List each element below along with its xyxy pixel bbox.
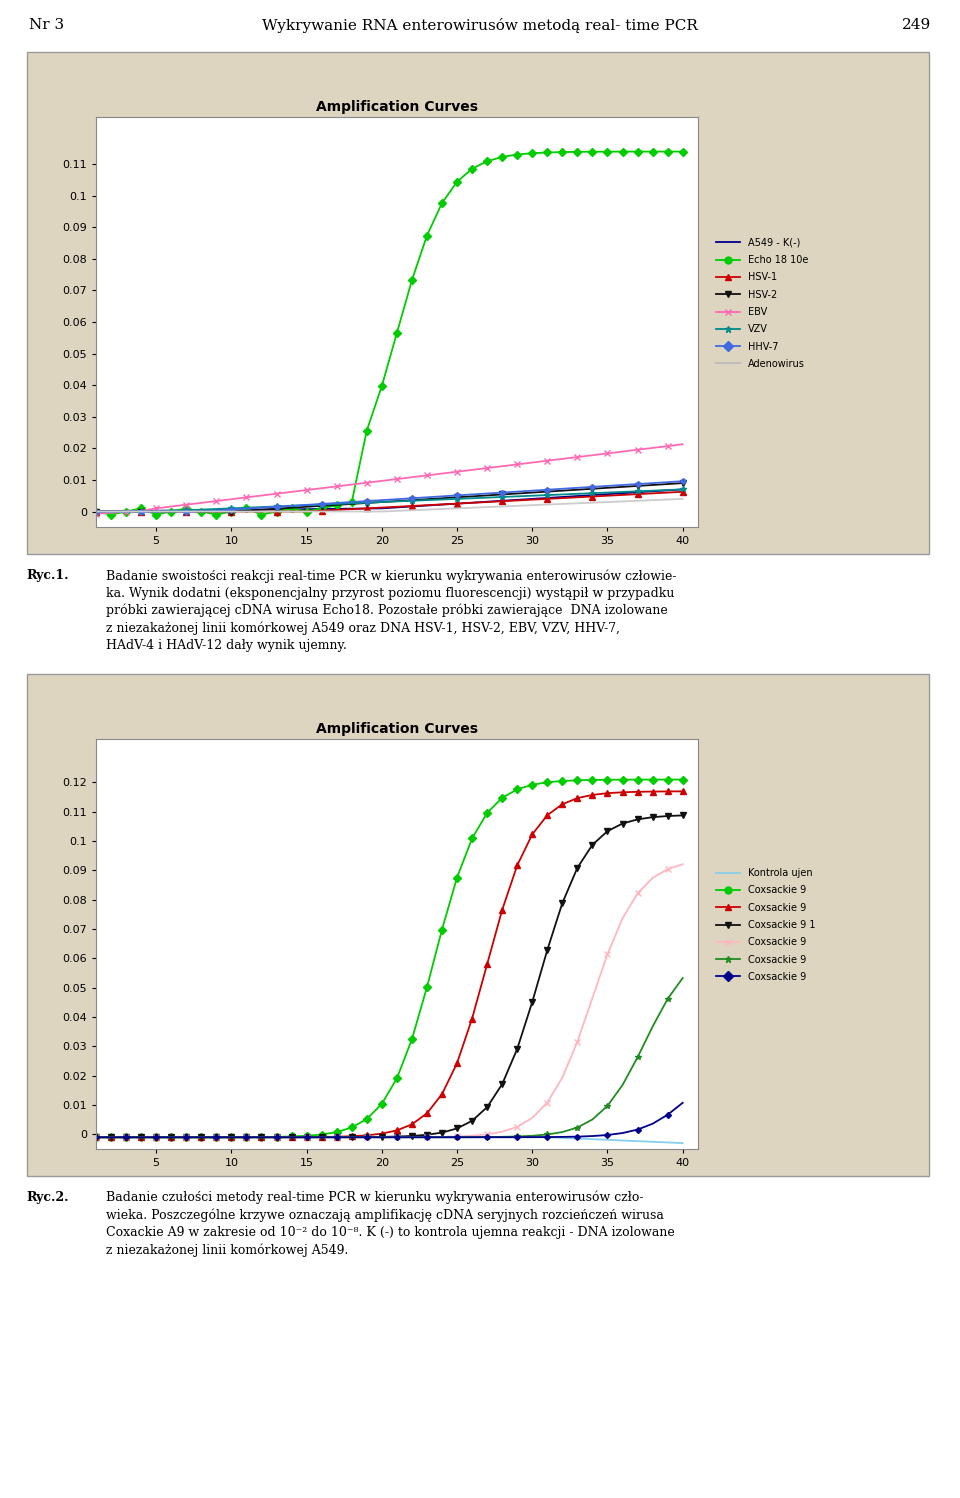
Text: 249: 249 bbox=[902, 18, 931, 31]
Title: Amplification Curves: Amplification Curves bbox=[316, 722, 478, 736]
Text: Wykrywanie RNA enterowirusów metodą real- time PCR: Wykrywanie RNA enterowirusów metodą real… bbox=[262, 18, 698, 33]
Legend: A549 - K(-), Echo 18 10e, HSV-1, HSV-2, EBV, VZV, HHV-7, Adenowirus: A549 - K(-), Echo 18 10e, HSV-1, HSV-2, … bbox=[712, 234, 812, 373]
Title: Amplification Curves: Amplification Curves bbox=[316, 100, 478, 114]
Text: Ryc.2.: Ryc.2. bbox=[27, 1191, 69, 1204]
Text: Badanie czułości metody real-time PCR w kierunku wykrywania enterowirusów czło-
: Badanie czułości metody real-time PCR w … bbox=[106, 1191, 674, 1257]
Text: Nr 3: Nr 3 bbox=[29, 18, 64, 31]
Text: Badanie swoistości reakcji real-time PCR w kierunku wykrywania enterowirusów czł: Badanie swoistości reakcji real-time PCR… bbox=[106, 569, 676, 652]
Text: Ryc.1.: Ryc.1. bbox=[27, 569, 69, 583]
Legend: Kontrola ujen, Coxsackie 9, Coxsackie 9, Coxsackie 9 1, Coxsackie 9, Coxsackie 9: Kontrola ujen, Coxsackie 9, Coxsackie 9,… bbox=[712, 864, 820, 986]
